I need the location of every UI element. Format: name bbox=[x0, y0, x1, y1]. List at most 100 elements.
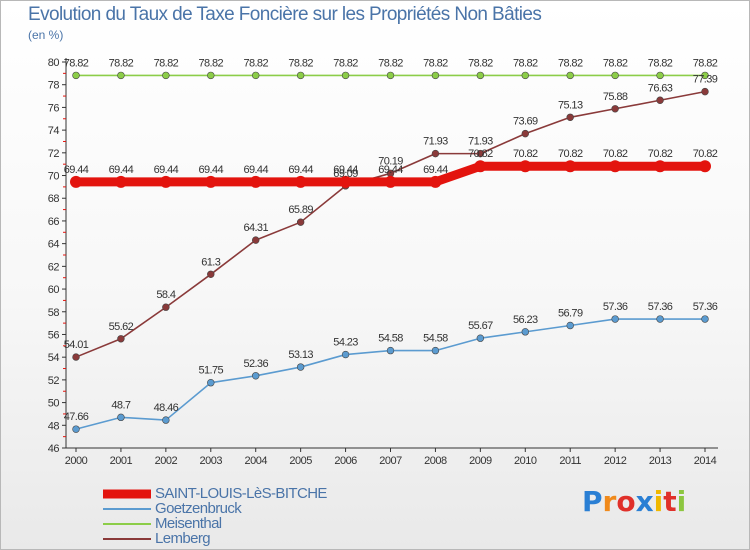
y-tick-label: 66 bbox=[48, 216, 60, 228]
data-point-saint-louis-l-s-bitche bbox=[384, 175, 397, 188]
data-point-meisenthal bbox=[386, 71, 395, 80]
data-label-meisenthal: 78.82 bbox=[423, 57, 448, 69]
data-point-lemberg bbox=[611, 105, 619, 113]
data-point-lemberg bbox=[72, 353, 80, 361]
data-label-lemberg: 69.09 bbox=[333, 168, 358, 180]
data-label-meisenthal: 78.82 bbox=[603, 57, 628, 69]
data-point-lemberg bbox=[431, 149, 440, 158]
data-point-lemberg bbox=[701, 87, 709, 96]
data-point-goetzenbruck bbox=[72, 425, 80, 433]
data-point-goetzenbruck bbox=[252, 372, 260, 380]
data-point-saint-louis-l-s-bitche bbox=[339, 175, 352, 188]
data-label-saint-louis-l-s-bitche: 69.44 bbox=[243, 164, 268, 176]
data-label-saint-louis-l-s-bitche: 70.82 bbox=[468, 148, 493, 160]
data-point-goetzenbruck bbox=[162, 416, 170, 424]
data-label-meisenthal: 78.82 bbox=[288, 57, 313, 69]
y-tick-label: 62 bbox=[48, 261, 60, 273]
y-tick-label: 60 bbox=[48, 284, 60, 296]
legend-swatch bbox=[103, 537, 151, 540]
x-tick-label: 2002 bbox=[155, 455, 178, 467]
data-point-lemberg bbox=[252, 236, 260, 244]
data-label-goetzenbruck: 47.66 bbox=[64, 411, 89, 423]
data-point-lemberg bbox=[521, 129, 529, 138]
legend-swatch bbox=[103, 489, 151, 498]
data-point-saint-louis-l-s-bitche bbox=[654, 160, 667, 173]
y-tick-label: 72 bbox=[48, 148, 60, 160]
x-tick-label: 2013 bbox=[649, 455, 672, 467]
data-label-goetzenbruck: 55.67 bbox=[468, 320, 493, 332]
data-point-saint-louis-l-s-bitche bbox=[609, 160, 622, 173]
data-label-goetzenbruck: 56.23 bbox=[513, 314, 538, 326]
proxiti-logo: Proxiti bbox=[582, 485, 686, 518]
data-label-meisenthal: 78.82 bbox=[154, 57, 179, 69]
y-tick-label: 54 bbox=[48, 352, 60, 364]
data-label-goetzenbruck: 57.36 bbox=[693, 301, 718, 313]
logo-letter: i bbox=[676, 485, 687, 518]
data-label-meisenthal: 78.82 bbox=[693, 57, 718, 69]
x-tick-label: 2011 bbox=[559, 455, 581, 467]
legend-label: Goetzenbruck bbox=[155, 500, 242, 517]
series-line-lemberg bbox=[75, 90, 706, 358]
legend-swatch bbox=[103, 522, 151, 525]
data-label-goetzenbruck: 54.23 bbox=[333, 337, 358, 349]
data-point-lemberg bbox=[162, 303, 170, 311]
legend-swatch bbox=[103, 507, 151, 510]
data-point-meisenthal bbox=[521, 71, 529, 80]
data-point-meisenthal bbox=[566, 71, 574, 80]
data-point-saint-louis-l-s-bitche bbox=[429, 175, 442, 188]
data-label-meisenthal: 78.82 bbox=[468, 57, 493, 69]
data-label-saint-louis-l-s-bitche: 70.82 bbox=[693, 148, 718, 160]
y-tick-label: 78 bbox=[48, 80, 60, 92]
data-point-saint-louis-l-s-bitche bbox=[519, 160, 532, 173]
data-label-saint-louis-l-s-bitche: 69.44 bbox=[378, 164, 403, 176]
data-label-saint-louis-l-s-bitche: 69.44 bbox=[199, 164, 224, 176]
data-point-meisenthal bbox=[611, 71, 619, 80]
y-tick-label: 64 bbox=[48, 239, 60, 251]
data-point-meisenthal bbox=[162, 71, 170, 80]
data-label-lemberg: 75.88 bbox=[603, 91, 628, 103]
data-point-goetzenbruck bbox=[656, 315, 664, 323]
data-point-goetzenbruck bbox=[341, 350, 350, 359]
data-point-saint-louis-l-s-bitche bbox=[249, 175, 262, 188]
data-point-meisenthal bbox=[207, 71, 215, 80]
data-point-saint-louis-l-s-bitche bbox=[114, 175, 127, 188]
data-point-lemberg bbox=[207, 270, 215, 278]
data-point-goetzenbruck bbox=[431, 346, 440, 355]
y-tick-label: 74 bbox=[48, 125, 60, 137]
data-label-meisenthal: 78.82 bbox=[64, 57, 89, 69]
data-point-lemberg bbox=[296, 218, 305, 226]
data-label-lemberg: 55.62 bbox=[109, 321, 134, 333]
y-tick-label: 68 bbox=[48, 193, 60, 205]
data-label-lemberg: 64.31 bbox=[243, 222, 268, 234]
data-label-goetzenbruck: 57.36 bbox=[648, 301, 673, 313]
data-label-saint-louis-l-s-bitche: 69.44 bbox=[423, 164, 448, 176]
logo-letter: r bbox=[602, 485, 617, 518]
data-label-lemberg: 71.93 bbox=[423, 136, 448, 148]
data-point-saint-louis-l-s-bitche bbox=[474, 160, 487, 173]
data-point-saint-louis-l-s-bitche bbox=[70, 175, 82, 188]
data-label-meisenthal: 78.82 bbox=[199, 57, 224, 69]
data-label-lemberg: 76.63 bbox=[648, 82, 673, 94]
y-tick-label: 50 bbox=[48, 398, 60, 410]
y-tick-label: 80 bbox=[48, 57, 60, 69]
data-label-goetzenbruck: 48.46 bbox=[154, 402, 179, 414]
data-label-meisenthal: 78.82 bbox=[109, 57, 134, 69]
data-point-goetzenbruck bbox=[296, 363, 305, 371]
logo-letter: P bbox=[582, 485, 603, 518]
data-label-goetzenbruck: 53.13 bbox=[288, 349, 313, 361]
logo-letter: i bbox=[653, 485, 664, 518]
data-label-goetzenbruck: 54.58 bbox=[423, 333, 448, 345]
data-label-meisenthal: 78.82 bbox=[243, 57, 268, 69]
data-label-lemberg: 65.89 bbox=[288, 204, 313, 216]
x-tick-label: 2005 bbox=[289, 455, 312, 467]
data-point-saint-louis-l-s-bitche bbox=[699, 160, 711, 173]
data-point-meisenthal bbox=[252, 71, 260, 80]
data-point-goetzenbruck bbox=[117, 413, 125, 422]
data-label-lemberg: 70.19 bbox=[378, 155, 403, 167]
data-point-meisenthal bbox=[656, 71, 664, 80]
data-label-lemberg: 54.01 bbox=[64, 339, 89, 351]
data-point-saint-louis-l-s-bitche bbox=[159, 175, 172, 188]
data-label-saint-louis-l-s-bitche: 70.82 bbox=[513, 148, 538, 160]
data-point-saint-louis-l-s-bitche bbox=[294, 175, 307, 188]
